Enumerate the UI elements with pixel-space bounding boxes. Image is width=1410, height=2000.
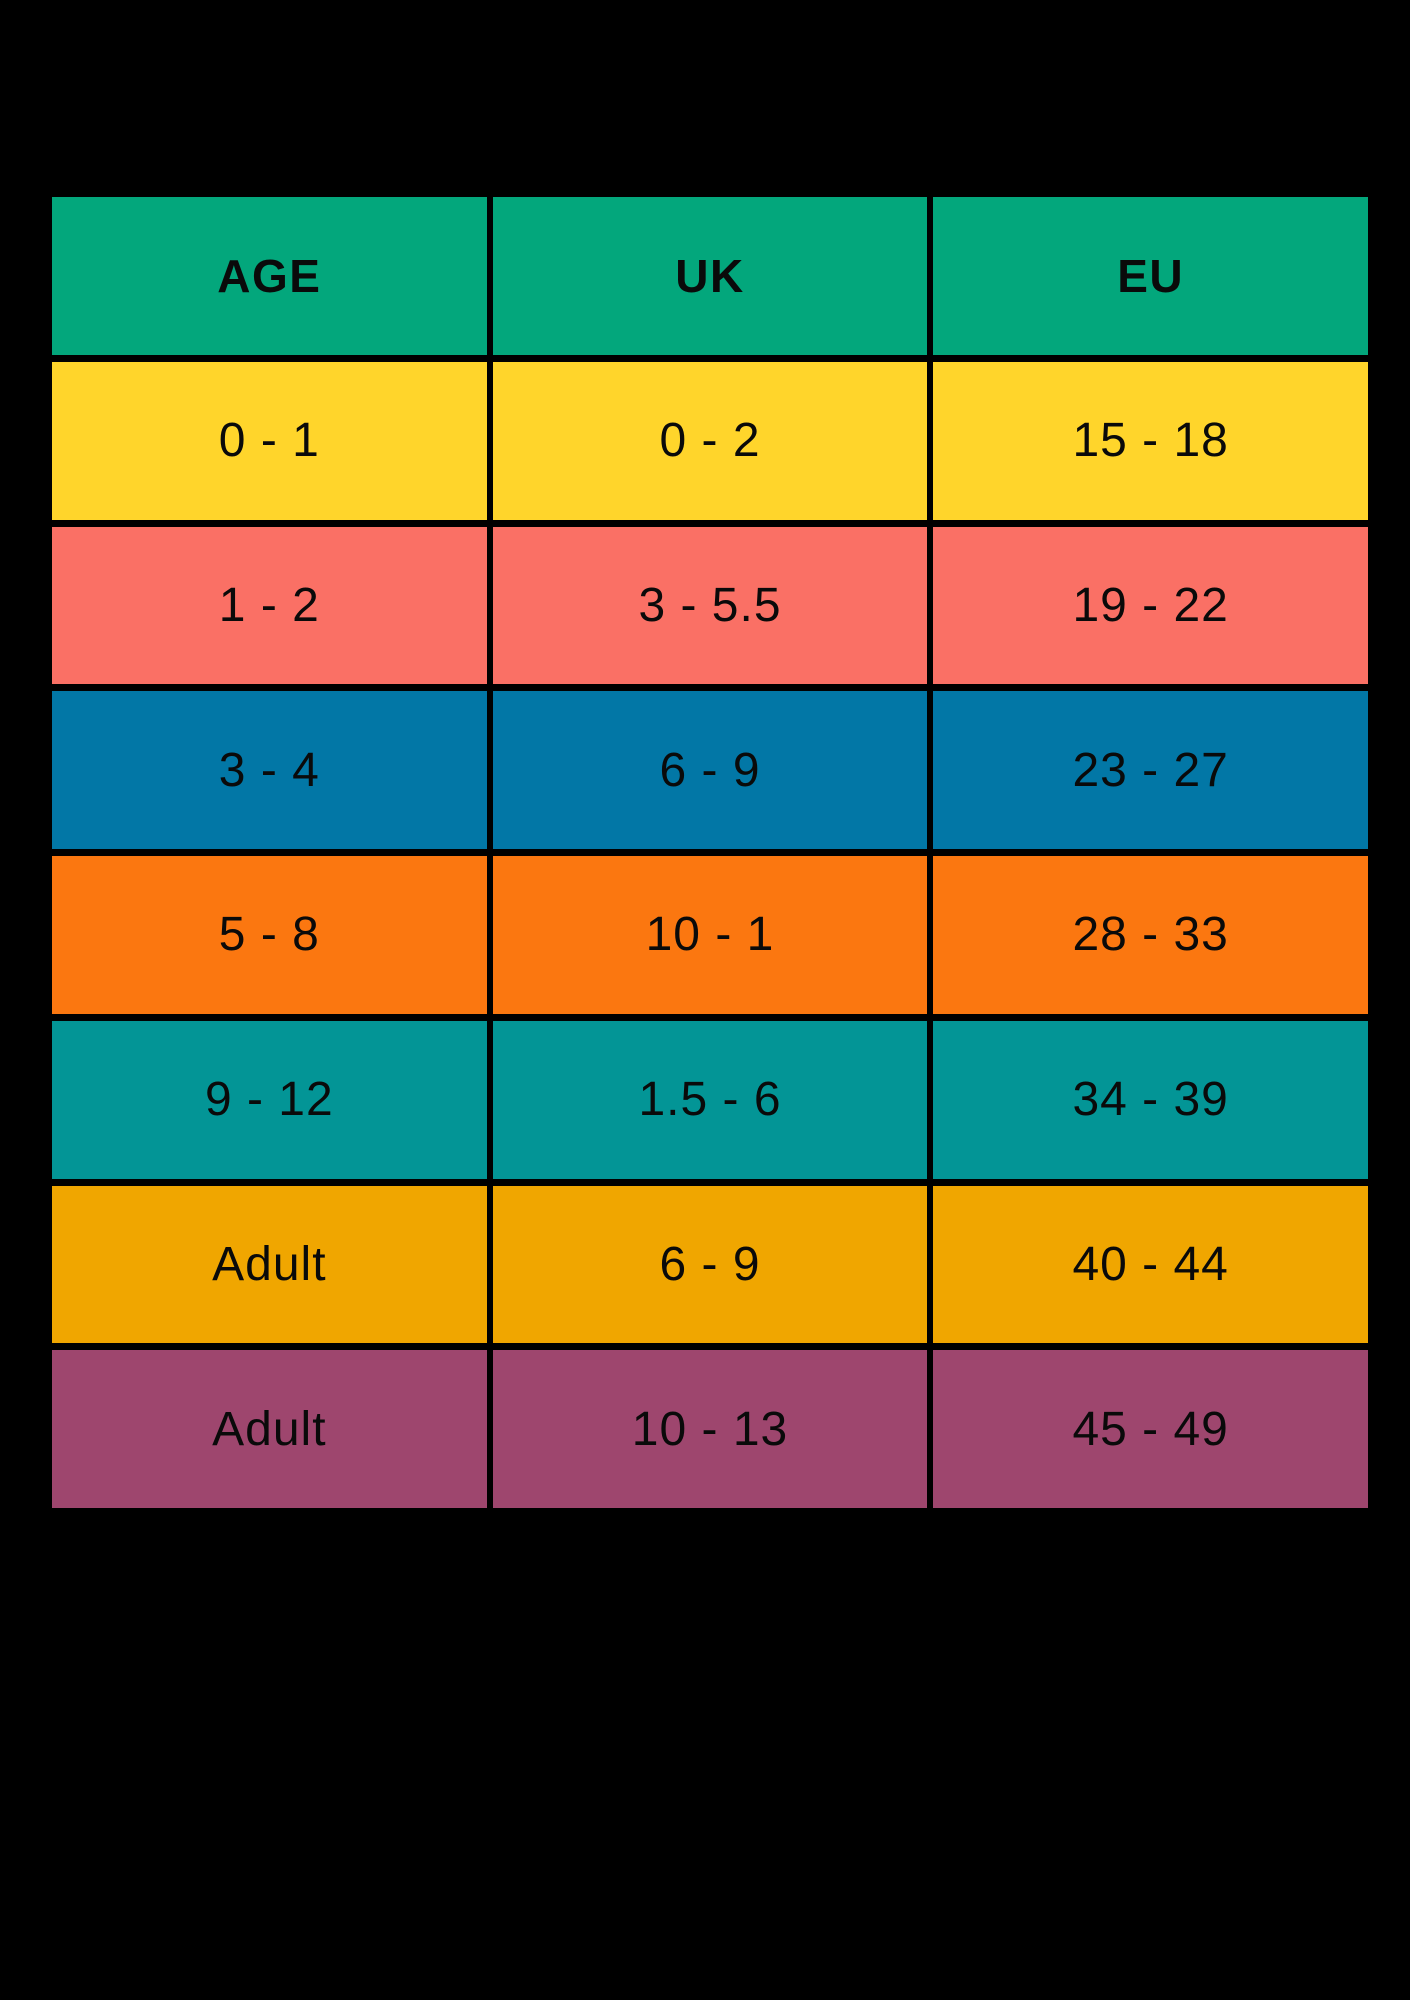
table-cell-eu: 40 - 44	[933, 1185, 1368, 1344]
table-cell-age: Adult	[52, 1350, 487, 1508]
column-header-eu: EU	[933, 197, 1368, 355]
table-cell-uk: 3 - 5.5	[492, 526, 928, 685]
size-chart-table: AGE UK EU 0 - 1 0 - 2 15 - 18 1 - 2 3 - …	[52, 197, 1368, 1508]
table-cell-eu: 23 - 27	[933, 691, 1368, 849]
table-cell-age: 5 - 8	[52, 856, 487, 1014]
table-cell-eu: 28 - 33	[933, 856, 1368, 1014]
column-header-age: AGE	[52, 197, 487, 355]
table-cell-eu: 45 - 49	[933, 1350, 1368, 1508]
column-header-uk: UK	[492, 197, 928, 355]
table-cell-age: 1 - 2	[52, 526, 487, 685]
table-cell-uk: 1.5 - 6	[492, 1020, 928, 1179]
table-cell-uk: 10 - 13	[492, 1350, 928, 1508]
table-cell-age: 0 - 1	[52, 361, 487, 520]
table-cell-age: 3 - 4	[52, 691, 487, 849]
table-cell-uk: 6 - 9	[492, 691, 928, 849]
table-cell-age: Adult	[52, 1185, 487, 1344]
table-cell-eu: 15 - 18	[933, 361, 1368, 520]
table-cell-uk: 0 - 2	[492, 361, 928, 520]
table-cell-age: 9 - 12	[52, 1020, 487, 1179]
table-cell-uk: 10 - 1	[492, 856, 928, 1014]
table-cell-eu: 19 - 22	[933, 526, 1368, 685]
table-cell-uk: 6 - 9	[492, 1185, 928, 1344]
table-cell-eu: 34 - 39	[933, 1020, 1368, 1179]
